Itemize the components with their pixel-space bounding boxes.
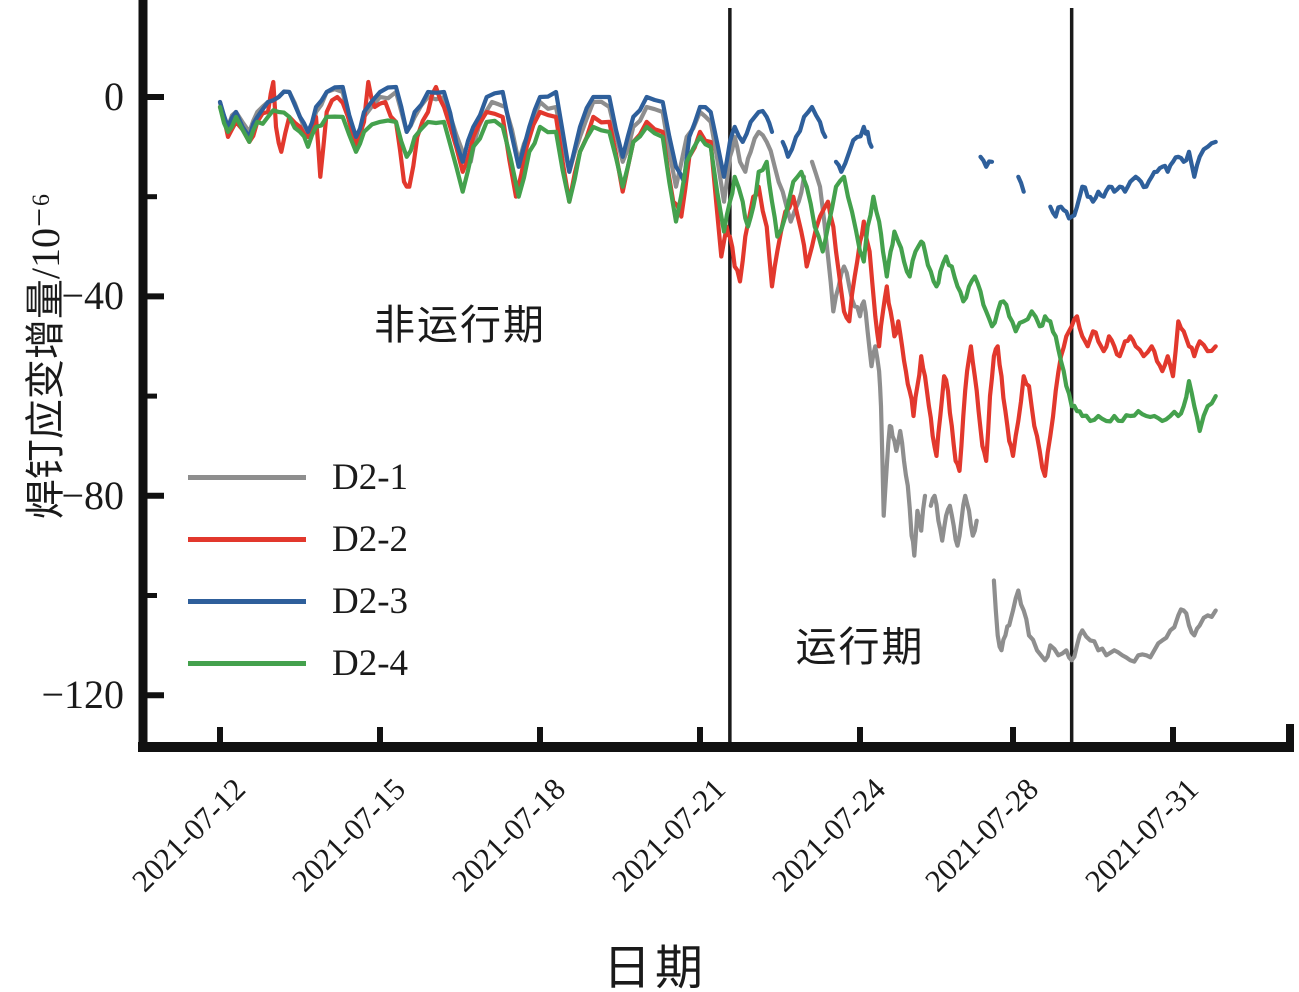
legend-label-D2-1: D2-1 xyxy=(332,456,409,498)
legend: D2-1 D2-2 D2-3 D2-4 xyxy=(188,446,408,694)
series-line-D2-2 xyxy=(217,79,1218,478)
annotation-non-operation-period: 非运行期 xyxy=(374,302,546,349)
legend-swatch-D2-4 xyxy=(188,660,306,666)
legend-label-D2-2: D2-2 xyxy=(332,518,409,560)
y-tick-label: −40 xyxy=(61,273,124,319)
y-tick-label: −80 xyxy=(61,472,124,518)
y-tick-label: −120 xyxy=(41,672,124,718)
legend-item-D2-1: D2-1 xyxy=(188,446,408,508)
legend-item-D2-4: D2-4 xyxy=(188,632,408,694)
legend-item-D2-2: D2-2 xyxy=(188,508,408,570)
legend-label-D2-4: D2-4 xyxy=(332,642,409,684)
legend-swatch-D2-1 xyxy=(188,474,306,480)
series-line-D2-3 xyxy=(217,84,1218,221)
annotation-operation-period: 运行期 xyxy=(795,623,925,670)
y-tick-label: 0 xyxy=(104,74,124,119)
legend-swatch-D2-3 xyxy=(188,598,306,604)
y-axis-title: 焊钉应变增量/10⁻⁶ xyxy=(23,192,68,520)
legend-item-D2-3: D2-3 xyxy=(188,570,408,632)
x-axis-title: 日期 xyxy=(602,942,707,992)
legend-swatch-D2-2 xyxy=(188,536,306,542)
legend-label-D2-3: D2-3 xyxy=(332,580,409,622)
series-line-D2-4 xyxy=(217,104,1218,434)
